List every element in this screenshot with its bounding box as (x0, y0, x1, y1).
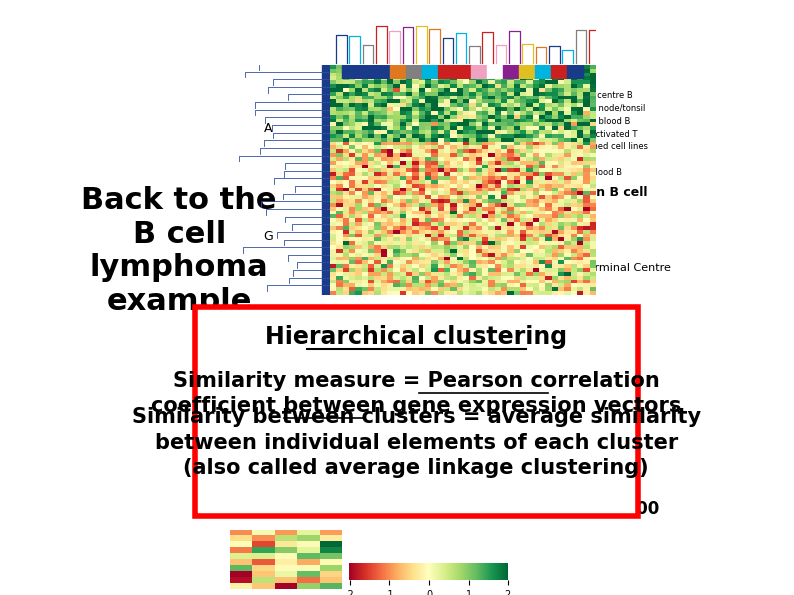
Text: Germinal centre B: Germinal centre B (557, 91, 633, 100)
Text: Resting/activated T: Resting/activated T (557, 130, 638, 139)
Text: coefficient between gene expression vectors: coefficient between gene expression vect… (151, 396, 681, 416)
FancyBboxPatch shape (195, 308, 638, 516)
Text: Samples: Samples (385, 187, 530, 217)
Bar (567, 65, 584, 79)
Bar (542, 130, 553, 139)
Text: Pan B cell: Pan B cell (579, 186, 648, 199)
Bar (551, 65, 567, 79)
Bar (542, 79, 553, 87)
Text: ated B cell: ated B cell (579, 350, 638, 361)
Bar (564, 122, 571, 243)
Text: CLL: CLL (557, 181, 572, 190)
Bar (471, 65, 487, 79)
Text: NL lymph node/tonsil: NL lymph node/tonsil (557, 104, 646, 113)
Bar (535, 65, 551, 79)
Text: G: G (264, 230, 273, 243)
Bar (422, 65, 438, 79)
Text: h node: h node (579, 479, 618, 488)
Text: between individual elements of each cluster: between individual elements of each clus… (155, 433, 678, 453)
Text: (also called average linkage clustering): (also called average linkage clustering) (183, 458, 649, 478)
Bar (542, 105, 553, 113)
Bar (542, 156, 553, 164)
Bar (542, 143, 553, 152)
Bar (438, 65, 454, 79)
Bar (519, 65, 535, 79)
Bar (542, 169, 553, 177)
Bar (503, 65, 519, 79)
Text: A: A (264, 122, 272, 135)
Text: Hierarchical clustering: Hierarchical clustering (265, 325, 567, 349)
Bar (542, 118, 553, 126)
Bar (542, 182, 553, 190)
Text: eration: eration (579, 408, 619, 418)
Text: Resting blood B: Resting blood B (557, 168, 622, 177)
Text: Similarity measure = Pearson correlation: Similarity measure = Pearson correlation (173, 371, 660, 391)
Bar (564, 248, 571, 289)
Text: Activated blood B: Activated blood B (557, 117, 630, 126)
Text: Back to the
B cell
lymphoma
example: Back to the B cell lymphoma example (82, 186, 277, 316)
Text: Transformed cell lines: Transformed cell lines (557, 142, 649, 152)
Bar (487, 65, 503, 79)
Text: Similarity between clusters = average similarity: Similarity between clusters = average si… (132, 408, 701, 427)
Bar (542, 92, 553, 101)
Bar (322, 65, 330, 295)
Text: FL: FL (557, 155, 566, 164)
Bar (341, 65, 358, 79)
Bar (374, 65, 390, 79)
Bar (406, 65, 422, 79)
Bar (454, 65, 471, 79)
Text: Germinal Centre: Germinal Centre (579, 264, 671, 274)
Bar (358, 65, 374, 79)
Text: Nature 2000: Nature 2000 (543, 500, 659, 518)
Bar (390, 65, 406, 79)
Text: DLBCL: DLBCL (557, 79, 584, 87)
